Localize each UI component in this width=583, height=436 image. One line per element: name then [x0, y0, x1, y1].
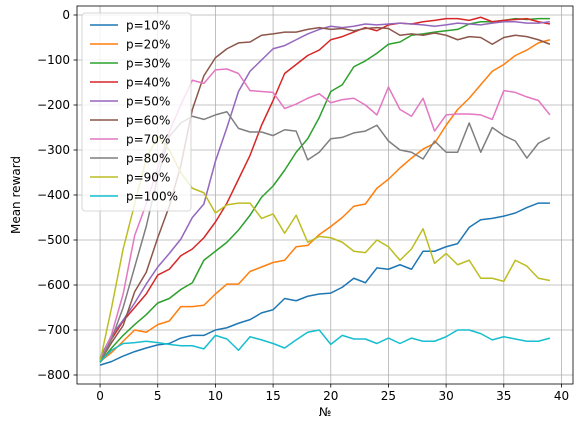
y-tick-label: −100 — [37, 53, 70, 67]
x-tick-label: 30 — [438, 389, 453, 403]
x-tick-label: 40 — [554, 389, 569, 403]
x-axis-label: № — [319, 405, 331, 419]
x-tick-label: 0 — [96, 389, 104, 403]
legend: p=10% p=20% p=30% p=40% p=50% p=60% p=70% p=80%… — [81, 12, 192, 212]
y-tick-label: −300 — [37, 143, 70, 157]
series-line — [99, 329, 551, 363]
legend-label: p=90% — [126, 171, 170, 185]
y-tick-label: 0 — [62, 8, 70, 22]
legend-label: p=50% — [126, 95, 170, 109]
y-axis-ticks: 0 −100 −200 −300 −400 −500 −600 −700 −800 — [37, 8, 77, 382]
legend-label: p=30% — [126, 57, 170, 71]
x-tick-label: 15 — [265, 389, 280, 403]
x-tick-label: 25 — [381, 389, 396, 403]
x-axis-ticks: 0 5 10 15 20 25 30 35 40 — [96, 384, 569, 403]
legend-label: p=40% — [126, 76, 170, 90]
y-tick-label: −800 — [37, 368, 70, 382]
y-tick-label: −700 — [37, 323, 70, 337]
series-line — [99, 17, 550, 363]
series-line — [99, 39, 551, 363]
x-tick-label: 10 — [208, 389, 223, 403]
legend-label: p=70% — [126, 133, 170, 147]
legend-label: p=20% — [126, 38, 170, 52]
series-line — [99, 16, 551, 360]
y-axis-label: Mean reward — [9, 156, 23, 234]
x-tick-label: 5 — [154, 389, 162, 403]
legend-label: p=60% — [126, 114, 170, 128]
legend-label: p=80% — [126, 152, 170, 166]
y-tick-label: −200 — [37, 98, 70, 112]
y-tick-label: −400 — [37, 188, 70, 202]
x-tick-label: 35 — [496, 389, 511, 403]
y-tick-label: −500 — [37, 233, 70, 247]
x-tick-label: 20 — [323, 389, 338, 403]
legend-label: p=100% — [126, 190, 178, 204]
y-tick-label: −600 — [37, 278, 70, 292]
legend-label: p=10% — [126, 19, 170, 33]
series-line — [99, 202, 550, 366]
